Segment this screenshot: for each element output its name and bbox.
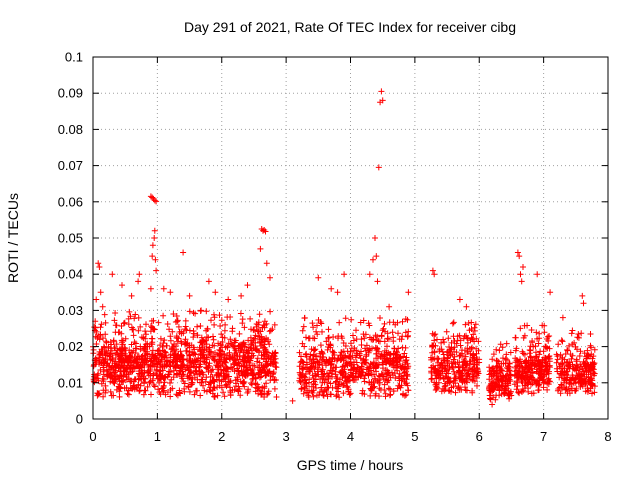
x-tick-label: 1: [154, 429, 161, 444]
y-tick-label: 0.05: [58, 231, 83, 246]
y-tick-label: 0.1: [65, 50, 83, 65]
x-tick-label: 0: [89, 429, 96, 444]
data-point: [289, 397, 296, 404]
data-point: [147, 285, 154, 292]
y-tick-label: 0.02: [58, 339, 83, 354]
data-point-cluster: [428, 319, 483, 396]
x-axis-label: GPS time / hours: [297, 457, 404, 473]
data-point: [429, 267, 436, 274]
y-tick-label: 0.07: [58, 158, 83, 173]
data-point: [514, 249, 521, 256]
data-point: [518, 278, 525, 285]
data-point: [128, 292, 135, 299]
data-point: [149, 194, 156, 201]
data-point: [244, 282, 251, 289]
x-tick-label: 3: [283, 429, 290, 444]
data-point: [93, 296, 100, 303]
data-point: [238, 292, 245, 299]
data-point: [97, 289, 104, 296]
data-point: [580, 300, 587, 307]
data-point: [263, 260, 270, 267]
data-point: [109, 271, 116, 278]
y-axis-label: ROTI / TECUs: [5, 193, 21, 283]
data-point: [262, 228, 269, 235]
data-point: [95, 260, 102, 267]
data-point: [405, 289, 412, 296]
data-point: [186, 292, 193, 299]
y-tick-label: 0.06: [58, 194, 83, 209]
x-tick-label: 4: [347, 429, 354, 444]
data-point: [205, 278, 212, 285]
data-point: [149, 253, 156, 260]
data-point: [374, 278, 381, 285]
data-point: [180, 249, 187, 256]
data-point: [151, 235, 158, 241]
data-point-cluster: [511, 322, 553, 397]
data-point: [431, 271, 438, 278]
data-point: [334, 289, 341, 296]
x-tick-label: 8: [604, 429, 611, 444]
data-point: [135, 278, 142, 285]
chart-title: Day 291 of 2021, Rate Of TEC Index for r…: [184, 19, 516, 35]
data-point: [149, 242, 156, 249]
data-point: [559, 314, 566, 321]
data-point: [153, 198, 160, 205]
grid-lines: [93, 57, 608, 419]
x-tick-label: 2: [218, 429, 225, 444]
data-point: [341, 271, 348, 278]
data-point: [378, 88, 385, 95]
data-point: [373, 253, 380, 260]
data-point: [151, 227, 158, 234]
data-point: [579, 292, 586, 299]
x-tick-label: 7: [540, 429, 547, 444]
data-point: [136, 271, 143, 278]
data-point: [517, 271, 524, 278]
data-point: [225, 296, 232, 303]
data-point: [328, 285, 335, 292]
data-point: [520, 264, 526, 270]
data-point: [463, 303, 470, 310]
y-tick-label: 0.08: [58, 122, 83, 137]
data-point: [99, 303, 106, 310]
data-point: [160, 285, 167, 292]
y-tick-label: 0: [76, 412, 83, 427]
data-point: [267, 274, 273, 281]
x-tick-label: 5: [411, 429, 418, 444]
data-point: [534, 271, 541, 278]
data-point: [370, 256, 376, 263]
data-point: [96, 264, 103, 270]
data-point: [456, 296, 463, 303]
data-point: [212, 289, 219, 296]
y-tick-label: 0.01: [58, 375, 83, 390]
data-point: [375, 164, 382, 171]
data-point: [119, 282, 125, 289]
data-point: [379, 97, 386, 104]
y-tick-label: 0.03: [58, 303, 83, 318]
data-point: [366, 271, 373, 278]
data-point-cluster: [553, 327, 598, 397]
y-tick-label: 0.09: [58, 86, 83, 101]
axis-ticks: 0 0.01 0.02 0.03 0.04 0.05 0.06 0.07 0.08 0.09 0.1…: [58, 50, 612, 445]
data-point: [547, 289, 554, 296]
data-point-cluster: [90, 307, 280, 400]
data-point: [257, 245, 264, 252]
data-point: [152, 256, 159, 263]
data-point-cluster: [296, 314, 412, 401]
data-point: [516, 253, 523, 260]
data-point: [315, 274, 322, 281]
data-point: [151, 197, 158, 204]
data-point: [153, 267, 160, 274]
data-points: [90, 88, 598, 408]
data-point: [372, 235, 378, 241]
data-point: [386, 303, 393, 310]
data-point: [489, 401, 496, 408]
data-point: [167, 289, 174, 296]
y-tick-label: 0.04: [58, 267, 83, 282]
data-point-cluster: [486, 340, 515, 403]
x-tick-label: 6: [476, 429, 483, 444]
